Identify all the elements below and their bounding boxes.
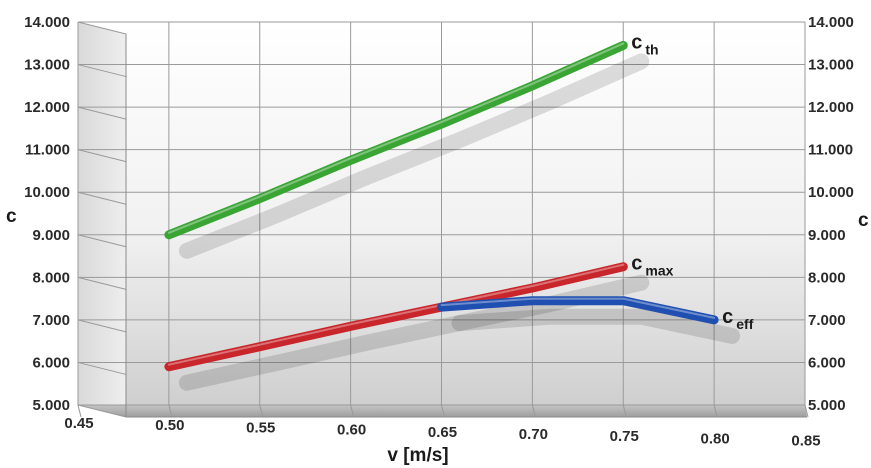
grid-line-side xyxy=(77,21,127,35)
grid-line-floor xyxy=(441,404,445,418)
y-tick-label-right: 10.000 xyxy=(808,184,854,201)
y-tick-label-right: 5.000 xyxy=(808,397,846,414)
series-lines xyxy=(164,40,719,372)
x-tick-label: 0.65 xyxy=(428,424,457,441)
series-label: c th xyxy=(631,31,658,57)
y-tick-label-left: 6.000 xyxy=(32,354,70,371)
grid-line-floor xyxy=(259,404,264,418)
grid-line-floor xyxy=(713,404,718,418)
x-tick-label: 0.75 xyxy=(610,428,639,445)
grid-line-side xyxy=(77,191,127,205)
grid-line-floor xyxy=(804,404,809,418)
grid-line-side xyxy=(77,64,127,78)
series-line xyxy=(164,40,628,240)
series-shadow xyxy=(178,53,650,259)
y-axis-label-right: c xyxy=(858,210,869,231)
plot-walls xyxy=(78,22,807,417)
y-tick-label-left: 11.000 xyxy=(25,142,70,159)
grid-line-floor xyxy=(350,404,355,418)
y-tick-label-left: 12.000 xyxy=(24,99,70,116)
series-label: c eff xyxy=(722,306,754,332)
y-tick-label-left: 8.000 xyxy=(32,269,70,286)
series-labels: c th c max c eff xyxy=(631,31,753,331)
x-axis-label: v [m/s] xyxy=(387,445,448,466)
grid-line-floor xyxy=(531,404,536,418)
grid-line-side xyxy=(77,361,127,375)
y-tick-label-right: 7.000 xyxy=(808,312,846,329)
y-tick-label-left: 5.000 xyxy=(32,397,70,414)
grid-line-side xyxy=(77,234,127,248)
y-tick-label-left: 7.000 xyxy=(32,312,70,329)
y-tick-label-right: 13.000 xyxy=(808,57,854,74)
y-tick-label-left: 10.000 xyxy=(24,184,70,201)
grid-line-side xyxy=(77,106,127,120)
left-wall xyxy=(78,22,126,417)
grid-line-side xyxy=(77,276,127,290)
series-line xyxy=(164,262,628,372)
grid-line-side xyxy=(77,149,127,163)
y-tick-label-left: 9.000 xyxy=(32,227,70,244)
grid-line-side xyxy=(77,319,127,333)
y-tick-label-right: 9.000 xyxy=(808,227,846,244)
grid-line-floor xyxy=(168,404,173,418)
y-tick-label-left: 14.000 xyxy=(24,14,70,31)
grid-line-floor xyxy=(622,404,627,418)
y-tick-label-right: 6.000 xyxy=(808,354,846,371)
y-tick-label-left: 13.000 xyxy=(24,57,70,74)
y-tick-label-right: 12.000 xyxy=(808,99,854,116)
x-tick-label: 0.80 xyxy=(701,430,730,447)
tick-labels: 5.000 5.000 6.000 6.000 7.000 7.000 8.000 8.000… xyxy=(24,14,854,450)
y-tick-label-right: 11.000 xyxy=(808,142,853,159)
grid-lines xyxy=(77,21,809,418)
x-tick-label: 0.55 xyxy=(246,419,275,436)
series-highlight xyxy=(167,42,625,234)
series-highlight xyxy=(440,297,716,319)
x-tick-label: 0.70 xyxy=(519,426,548,443)
x-tick-label: 0.45 xyxy=(64,415,93,432)
series-label: c max xyxy=(631,253,673,279)
series-shadow xyxy=(451,308,741,344)
x-tick-label: 0.85 xyxy=(791,433,820,450)
grid-line-side xyxy=(77,404,127,418)
series-line xyxy=(437,296,719,325)
grid-line-floor xyxy=(77,404,82,418)
y-tick-label-right: 8.000 xyxy=(808,269,846,286)
y-tick-label-right: 14.000 xyxy=(808,14,854,31)
series-highlight xyxy=(167,263,625,366)
x-tick-label: 0.50 xyxy=(155,417,184,434)
x-tick-label: 0.60 xyxy=(337,422,366,439)
y-axis-label-left: c xyxy=(6,206,17,227)
